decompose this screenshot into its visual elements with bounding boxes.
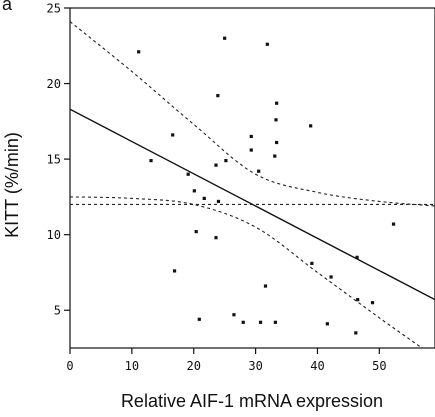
data-point	[274, 118, 278, 122]
y-tick-label: 10	[47, 228, 61, 242]
panel-label: a	[2, 0, 13, 14]
data-point	[275, 101, 279, 105]
confidence-band-upper	[70, 21, 435, 207]
y-axis-label: KITT (%/min)	[2, 132, 22, 238]
data-point	[172, 269, 177, 273]
data-point	[310, 261, 314, 265]
data-point	[241, 320, 245, 324]
data-point	[232, 313, 236, 317]
data-point	[197, 317, 201, 321]
plot-frame	[69, 7, 435, 349]
data-point	[192, 189, 196, 193]
data-points	[137, 36, 396, 335]
x-tick-label: 20	[187, 359, 201, 373]
data-point	[202, 196, 206, 200]
data-point	[216, 94, 220, 98]
data-point	[273, 320, 277, 324]
x-axis-ticks: 0 10 20 30 40 50	[66, 348, 387, 373]
regression-line	[70, 108, 435, 301]
confidence-bands	[70, 21, 435, 348]
x-tick-label: 10	[125, 359, 139, 373]
data-point	[137, 50, 141, 54]
data-point	[265, 42, 269, 46]
x-tick-label: 30	[248, 359, 262, 373]
data-point	[249, 134, 253, 139]
data-point	[149, 159, 153, 163]
x-tick-label: 0	[66, 359, 73, 373]
data-point	[391, 222, 396, 226]
y-tick-label: 20	[47, 77, 61, 91]
data-point	[223, 36, 227, 40]
data-point	[370, 301, 375, 305]
data-point	[186, 172, 190, 176]
x-axis-label: Relative AIF-1 mRNA expression	[121, 391, 383, 411]
data-point	[214, 163, 218, 167]
data-point	[171, 133, 175, 137]
y-tick-label: 5	[54, 304, 61, 318]
data-point	[329, 275, 333, 279]
data-point	[216, 199, 221, 204]
data-point	[354, 331, 358, 335]
data-point	[309, 124, 313, 128]
data-point	[325, 322, 329, 326]
regression-lines	[70, 108, 435, 301]
y-tick-label: 15	[47, 153, 61, 167]
data-point	[273, 154, 277, 158]
data-point	[249, 148, 253, 152]
data-point	[224, 159, 228, 163]
data-point	[194, 230, 198, 234]
data-point	[214, 236, 218, 240]
x-tick-label: 40	[310, 359, 324, 373]
x-tick-label: 50	[372, 359, 386, 373]
data-point	[356, 298, 360, 302]
data-point	[275, 140, 279, 145]
data-point	[263, 284, 268, 288]
y-tick-label: 25	[47, 2, 61, 16]
confidence-band-lower	[70, 196, 424, 348]
data-point	[257, 169, 261, 173]
y-axis-ticks: 5 10 15 20 25	[47, 2, 70, 318]
data-point	[355, 255, 359, 259]
data-point	[258, 320, 263, 324]
